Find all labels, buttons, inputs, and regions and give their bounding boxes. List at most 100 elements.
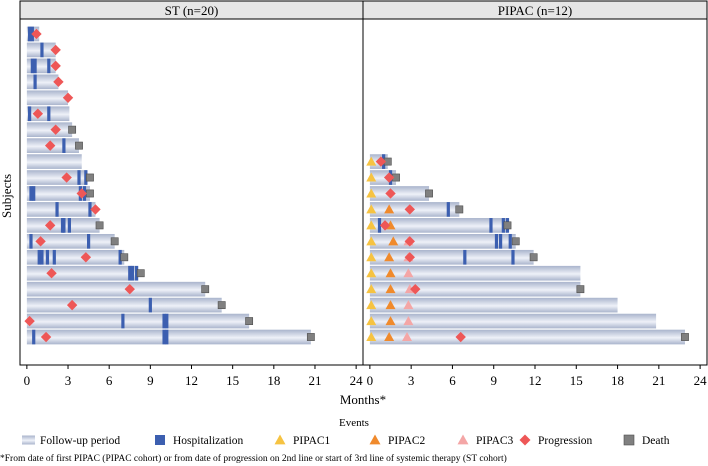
pipac2-marker bbox=[384, 332, 395, 342]
subject-row bbox=[366, 265, 581, 281]
x-tick-label: 6 bbox=[106, 373, 113, 388]
progression-marker bbox=[404, 236, 415, 247]
pipac1-marker bbox=[366, 284, 377, 294]
hospitalization-mark bbox=[29, 233, 33, 249]
subject-row bbox=[366, 329, 689, 345]
subject-row bbox=[26, 58, 61, 74]
subject-row bbox=[26, 186, 94, 201]
follow-up-bar bbox=[26, 90, 69, 106]
hospitalization-mark bbox=[84, 170, 88, 185]
legend-symbol bbox=[623, 434, 635, 446]
hospitalization-mark bbox=[28, 26, 32, 42]
x-tick-label: 24 bbox=[694, 373, 708, 388]
x-tick-label: 15 bbox=[226, 373, 239, 388]
legend-item-hosp: Hospitalization bbox=[155, 435, 244, 447]
subject-row bbox=[26, 170, 94, 185]
follow-up-bar bbox=[26, 265, 136, 281]
hospitalization-mark bbox=[128, 265, 132, 281]
pipac1-marker bbox=[366, 252, 377, 262]
progression-marker bbox=[62, 92, 74, 103]
pipac1-marker bbox=[366, 332, 377, 342]
pipac1-marker bbox=[366, 300, 377, 310]
death-marker bbox=[425, 189, 433, 198]
legend-label: Death bbox=[642, 435, 670, 447]
legend-item-followup: Follow-up period bbox=[22, 435, 120, 447]
pipac2-marker bbox=[385, 268, 396, 278]
progression-marker bbox=[44, 140, 56, 151]
subject-row bbox=[366, 249, 538, 265]
progression-marker bbox=[379, 220, 391, 231]
progression-marker bbox=[24, 315, 35, 327]
subject-row bbox=[26, 281, 210, 297]
legend-label: PIPAC1 bbox=[293, 435, 331, 447]
hospitalization-mark bbox=[489, 218, 493, 233]
progression-marker bbox=[404, 204, 415, 215]
pipac2-marker bbox=[384, 204, 395, 214]
follow-up-bar bbox=[369, 265, 581, 281]
x-tick-label: 9 bbox=[147, 373, 154, 388]
progression-marker bbox=[383, 172, 395, 183]
death-marker bbox=[576, 285, 585, 294]
legend-title: Events bbox=[339, 417, 369, 429]
subject-row bbox=[26, 218, 104, 233]
pipac1-marker bbox=[366, 316, 377, 326]
hospitalization-mark bbox=[88, 202, 92, 217]
death-marker bbox=[120, 253, 129, 262]
x-tick-label: 18 bbox=[267, 373, 280, 388]
progression-marker bbox=[404, 252, 415, 263]
progression-marker bbox=[35, 236, 46, 247]
x-tick-label: 0 bbox=[24, 373, 31, 388]
progression-marker bbox=[32, 108, 44, 119]
legend-item-death: Death bbox=[623, 434, 670, 447]
hospitalization-mark bbox=[55, 202, 59, 217]
hospitalization-mark bbox=[446, 202, 450, 217]
hospitalization-mark bbox=[47, 58, 51, 74]
subject-row bbox=[366, 233, 520, 249]
hospitalization-mark bbox=[52, 249, 56, 265]
x-tick-label: 24 bbox=[350, 373, 364, 388]
progression-marker bbox=[385, 188, 396, 199]
progression-marker bbox=[80, 252, 92, 263]
x-tick-label: 9 bbox=[490, 373, 497, 388]
panel-pipac: PIPAC (n=12) 0 3 6 9 12 15 18 21 24 bbox=[362, 0, 708, 388]
subject-row bbox=[26, 297, 226, 313]
pipac2-marker bbox=[385, 300, 396, 310]
subject-row bbox=[366, 154, 392, 169]
follow-up-bar bbox=[26, 154, 82, 169]
x-tick-label: 18 bbox=[611, 373, 624, 388]
pipac3-marker bbox=[403, 300, 414, 310]
death-marker bbox=[681, 333, 689, 341]
hospitalization-mark bbox=[62, 218, 66, 233]
hospitalization-mark bbox=[499, 233, 503, 249]
hospitalization-mark bbox=[135, 265, 139, 281]
pipac1-marker bbox=[366, 156, 377, 166]
hospitalization-mark bbox=[77, 170, 81, 185]
hospitalization-mark bbox=[29, 186, 33, 201]
hospitalization-mark bbox=[40, 42, 44, 58]
death-marker bbox=[455, 205, 464, 214]
panel-pipac-title: PIPAC (n=12) bbox=[498, 3, 572, 18]
x-tick-label: 0 bbox=[367, 373, 374, 388]
legend-label: Follow-up period bbox=[40, 435, 120, 447]
subject-row bbox=[366, 202, 464, 217]
pipac2-marker bbox=[385, 316, 396, 326]
hospitalization-mark bbox=[508, 233, 512, 249]
follow-up-bar bbox=[26, 329, 311, 345]
hospitalization-mark bbox=[45, 249, 50, 265]
progression-marker bbox=[66, 299, 78, 311]
progression-marker bbox=[31, 28, 42, 40]
hospitalization-mark bbox=[33, 74, 37, 90]
legend-symbol bbox=[457, 434, 469, 445]
legend-item-pipac2: PIPAC2 bbox=[369, 434, 426, 447]
hospitalization-mark bbox=[28, 106, 32, 122]
death-marker bbox=[75, 141, 83, 150]
subject-row bbox=[24, 313, 254, 329]
death-marker bbox=[136, 269, 145, 278]
legend: Events Follow-up period Hospitalization PI… bbox=[22, 417, 670, 447]
legend-item-pipac1: PIPAC1 bbox=[274, 434, 331, 447]
death-marker bbox=[86, 173, 94, 182]
panel-st-title: ST (n=20) bbox=[165, 3, 219, 18]
hospitalization-mark bbox=[511, 249, 515, 265]
follow-up-bar bbox=[369, 218, 508, 233]
pipac3-marker bbox=[403, 268, 414, 278]
